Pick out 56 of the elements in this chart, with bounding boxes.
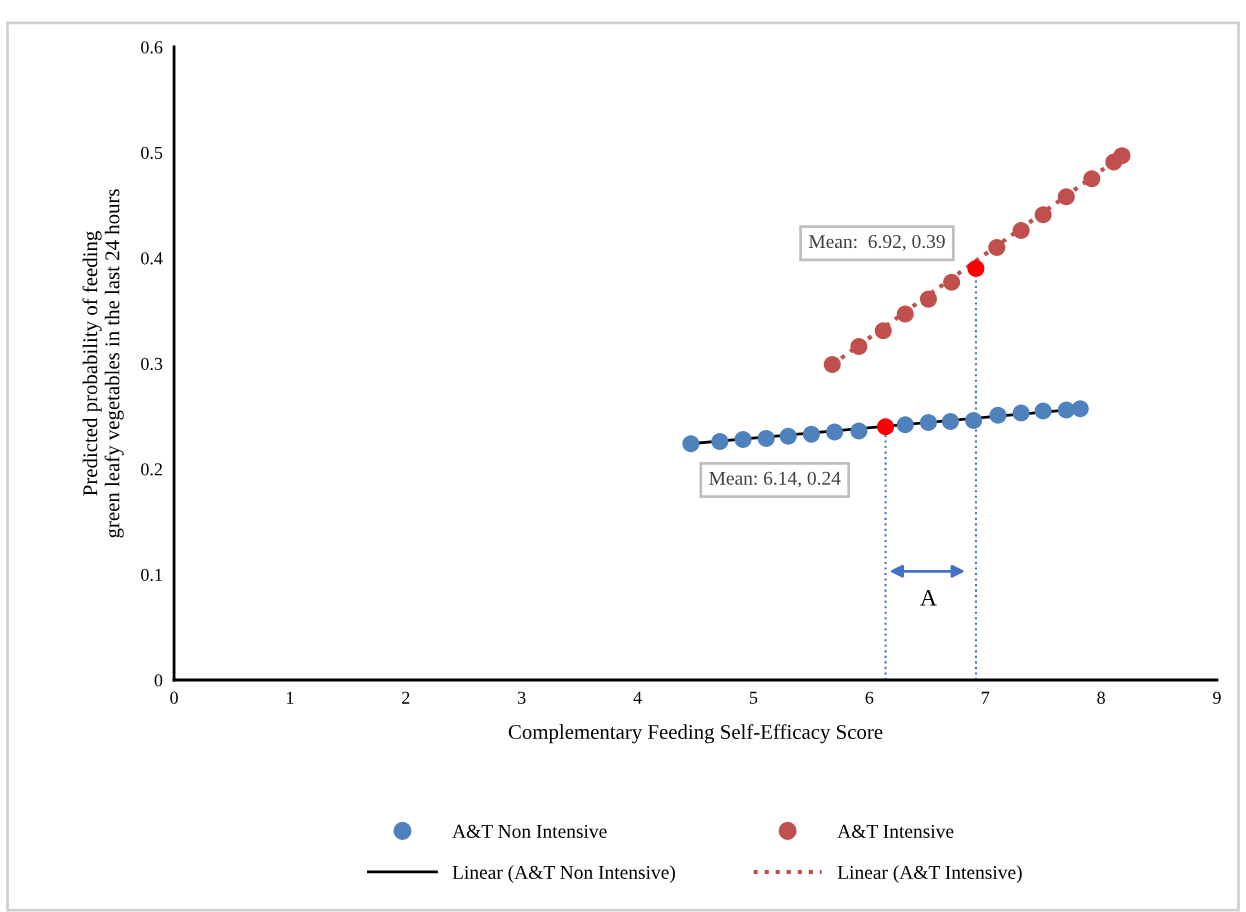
point bbox=[779, 427, 797, 445]
point bbox=[967, 260, 985, 278]
annotation: A bbox=[920, 589, 937, 606]
point bbox=[823, 356, 841, 374]
point bbox=[802, 425, 820, 443]
point bbox=[850, 422, 868, 440]
point bbox=[989, 406, 1007, 424]
y-tick-label: 0.6 bbox=[141, 41, 163, 54]
point bbox=[874, 322, 892, 340]
x-tick-label: 4 bbox=[633, 691, 642, 704]
x-tick-label: 5 bbox=[749, 691, 758, 704]
x-tick-label: 6 bbox=[865, 691, 874, 704]
legend-label: A&T Intensive bbox=[837, 824, 954, 838]
point bbox=[850, 338, 868, 356]
x-tick-label: 2 bbox=[402, 691, 410, 704]
x-tick-label: 1 bbox=[287, 691, 294, 704]
y-tick-label: 0.1 bbox=[141, 568, 162, 582]
point bbox=[1034, 206, 1052, 224]
point bbox=[1083, 170, 1101, 188]
x-axis-title: Complementary Feeding Self-Efficacy Score bbox=[508, 724, 883, 744]
point bbox=[896, 416, 914, 434]
legend-label: Linear (A&T Non Intensive) bbox=[452, 865, 675, 883]
point bbox=[1012, 404, 1030, 422]
y-axis-title: Predicted probability of feeding green leafy vegetables in the last 24 hours bbox=[82, 189, 124, 538]
point bbox=[734, 430, 752, 448]
x-tick-label: 7 bbox=[981, 691, 990, 704]
point bbox=[1071, 400, 1089, 418]
legend-label: Linear (A&T Intensive) bbox=[837, 865, 1022, 883]
point bbox=[826, 423, 844, 441]
point bbox=[988, 238, 1006, 256]
point bbox=[1034, 402, 1052, 420]
x-tick-label: 0 bbox=[170, 691, 178, 704]
point bbox=[1057, 188, 1075, 206]
point bbox=[943, 273, 961, 291]
point bbox=[711, 433, 729, 451]
point bbox=[919, 414, 937, 432]
y-tick-label: 0.3 bbox=[141, 357, 163, 370]
point bbox=[877, 418, 895, 436]
annotation: Mean: 6.14, 0.24 bbox=[709, 471, 841, 488]
y-tick-label: 0.4 bbox=[141, 252, 163, 265]
point bbox=[1113, 147, 1131, 165]
x-tick-label: 9 bbox=[1213, 691, 1221, 704]
annotation: Mean: 6.92, 0.39 bbox=[808, 234, 945, 251]
point bbox=[919, 290, 937, 308]
legend-label: A&T Non Intensive bbox=[452, 824, 607, 838]
point bbox=[941, 413, 959, 431]
y-tick-label: 0.2 bbox=[141, 463, 162, 476]
point bbox=[682, 435, 700, 453]
x-tick-label: 3 bbox=[518, 691, 526, 704]
y-tick-label: 0.5 bbox=[141, 146, 163, 159]
point bbox=[1012, 222, 1030, 240]
x-tick-label: 8 bbox=[1097, 691, 1105, 704]
point bbox=[965, 411, 983, 429]
point bbox=[896, 305, 914, 323]
point bbox=[757, 429, 775, 447]
y-tick-label: 0 bbox=[154, 674, 163, 687]
